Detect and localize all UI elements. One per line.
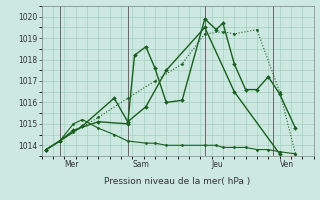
Text: Sam: Sam [132,160,149,169]
Text: Ven: Ven [280,160,294,169]
Text: Mer: Mer [64,160,79,169]
Text: Jeu: Jeu [212,160,223,169]
X-axis label: Pression niveau de la mer( hPa ): Pression niveau de la mer( hPa ) [104,177,251,186]
